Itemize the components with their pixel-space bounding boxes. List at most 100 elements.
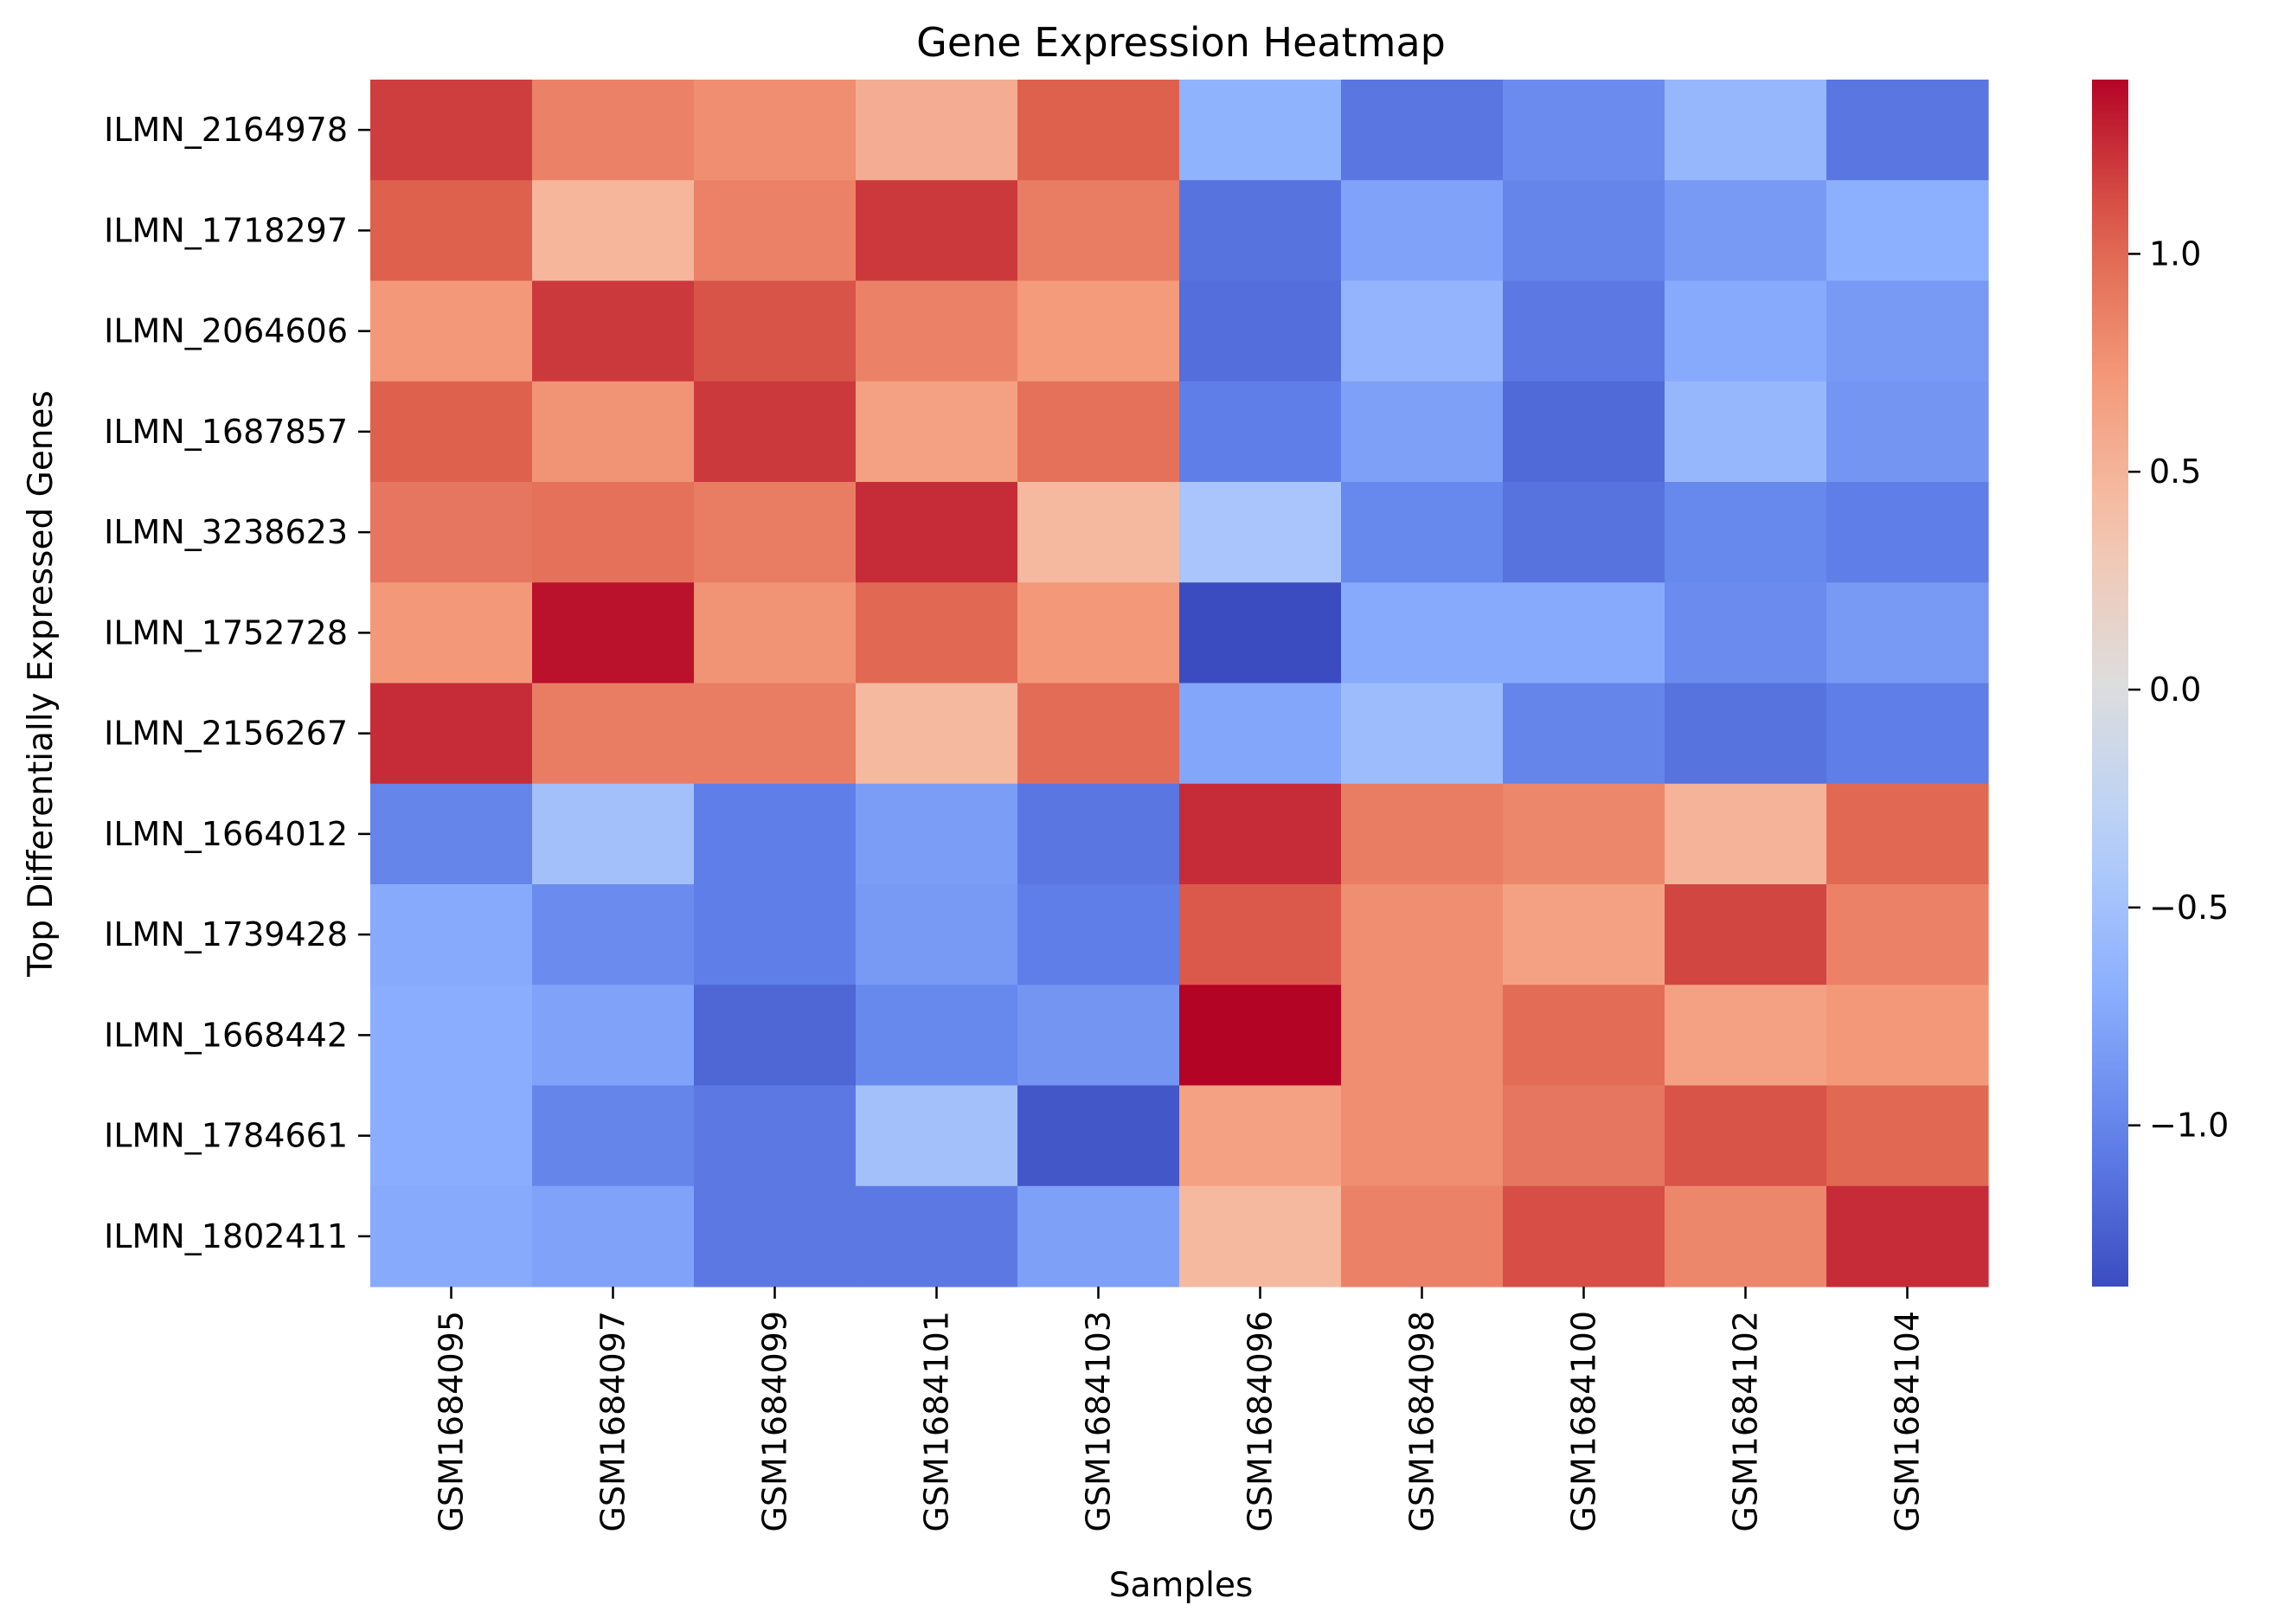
heatmap-cell — [370, 582, 533, 684]
heatmap-cells — [370, 80, 1989, 1287]
heatmap-cell — [694, 1085, 857, 1187]
y-tick-label: ILMN_2164978 — [104, 111, 348, 149]
y-axis-ticks: ILMN_2164978 ILMN_1718297 ILMN_2064606 ILMN… — [104, 111, 370, 1255]
heatmap-cell — [856, 180, 1018, 282]
heatmap-cell — [1665, 985, 1827, 1087]
heatmap-cell — [856, 985, 1018, 1087]
heatmap-cell — [1826, 1085, 1989, 1187]
x-tick-label: GSM1684102 — [1727, 1311, 1765, 1532]
heatmap-cell — [370, 381, 533, 483]
heatmap-cell — [694, 582, 857, 684]
heatmap-cell — [856, 1085, 1018, 1187]
heatmap-cell — [370, 985, 533, 1087]
heatmap-cell — [1017, 381, 1180, 483]
heatmap-cell — [1341, 80, 1504, 181]
heatmap-cell — [532, 482, 695, 583]
y-tick-label: ILMN_1668442 — [104, 1016, 348, 1054]
heatmap-cell — [1017, 683, 1180, 785]
heatmap-cell — [1017, 582, 1180, 684]
heatmap-cell — [1503, 1085, 1665, 1187]
heatmap-cell — [1179, 180, 1342, 282]
heatmap-cell — [1341, 180, 1504, 282]
heatmap-cell — [856, 80, 1018, 181]
x-tick-label: GSM1684096 — [1242, 1311, 1280, 1532]
heatmap-cell — [370, 1085, 533, 1187]
x-tick-label: GSM1684104 — [1889, 1311, 1927, 1532]
heatmap-cell — [370, 280, 533, 382]
y-tick-label: ILMN_1664012 — [104, 815, 348, 853]
y-tick-label: ILMN_1752728 — [104, 613, 348, 652]
heatmap-cell — [1341, 985, 1504, 1087]
heatmap-cell — [370, 1185, 533, 1287]
heatmap-cell — [1179, 783, 1342, 885]
heatmap-cell — [1665, 1185, 1827, 1287]
x-tick-label: GSM1684097 — [594, 1311, 632, 1532]
y-tick-label: ILMN_1802411 — [104, 1217, 348, 1255]
heatmap-cell — [1665, 280, 1827, 382]
heatmap-cell — [1017, 1185, 1180, 1287]
colorbar-ticks: 1.0 0.5 0.0 −0.5 −1.0 — [2128, 234, 2229, 1145]
chart-title: Gene Expression Heatmap — [916, 19, 1446, 66]
x-tick-label: GSM1684099 — [756, 1311, 794, 1532]
heatmap-cell — [1341, 280, 1504, 382]
y-tick-label: ILMN_1687857 — [104, 413, 348, 451]
heatmap-cell — [1503, 783, 1665, 885]
heatmap-cell — [694, 985, 857, 1087]
heatmap-cell — [1826, 884, 1989, 985]
heatmap-cell — [532, 180, 695, 282]
heatmap-cell — [1826, 180, 1989, 282]
heatmap-cell — [1503, 80, 1665, 181]
heatmap-cell — [370, 80, 533, 181]
heatmap-cell — [1341, 884, 1504, 985]
heatmap-cell — [370, 482, 533, 583]
heatmap-cell — [532, 280, 695, 382]
heatmap-cell — [370, 180, 533, 282]
heatmap-cell — [532, 884, 695, 985]
heatmap-cell — [532, 683, 695, 785]
heatmap-cell — [1179, 1185, 1342, 1287]
colorbar-tick-label: −0.5 — [2149, 889, 2229, 927]
heatmap-cell — [1341, 1185, 1504, 1287]
heatmap-cell — [856, 683, 1018, 785]
heatmap-cell — [1341, 381, 1504, 483]
heatmap-cell — [532, 582, 695, 684]
heatmap-cell — [1826, 381, 1989, 483]
heatmap-cell — [1017, 80, 1180, 181]
heatmap-cell — [1179, 884, 1342, 985]
heatmap-cell — [1826, 80, 1989, 181]
heatmap-cell — [1665, 683, 1827, 785]
heatmap-cell — [1341, 683, 1504, 785]
heatmap-cell — [1503, 683, 1665, 785]
heatmap-cell — [1017, 482, 1180, 583]
heatmap-cell — [1179, 683, 1342, 785]
x-axis-label: Samples — [1109, 1566, 1254, 1605]
heatmap-cell — [1826, 280, 1989, 382]
colorbar — [2092, 80, 2128, 1287]
heatmap-cell — [1503, 884, 1665, 985]
colorbar-tick-label: −1.0 — [2149, 1107, 2229, 1145]
heatmap-cell — [1665, 884, 1827, 985]
heatmap-cell — [1665, 582, 1827, 684]
y-tick-label: ILMN_2064606 — [104, 312, 348, 350]
x-tick-label: GSM1684100 — [1565, 1311, 1603, 1532]
heatmap-cell — [856, 783, 1018, 885]
heatmap-cell — [1826, 783, 1989, 885]
y-tick-label: ILMN_1784661 — [104, 1117, 348, 1155]
heatmap-cell — [532, 783, 695, 885]
heatmap-cell — [694, 381, 857, 483]
colorbar-tick-label: 0.0 — [2149, 671, 2201, 709]
heatmap-cell — [856, 582, 1018, 684]
heatmap-cell — [1665, 381, 1827, 483]
heatmap-cell — [694, 80, 857, 181]
heatmap-cell — [1017, 783, 1180, 885]
y-tick-label: ILMN_2156267 — [104, 715, 348, 753]
heatmap-cell — [1665, 1085, 1827, 1187]
heatmap-cell — [1503, 482, 1665, 583]
heatmap-cell — [856, 381, 1018, 483]
heatmap-cell — [1017, 180, 1180, 282]
heatmap-cell — [1341, 1085, 1504, 1187]
heatmap-cell — [1179, 80, 1342, 181]
heatmap-cell — [694, 180, 857, 282]
heatmap-cell — [370, 783, 533, 885]
